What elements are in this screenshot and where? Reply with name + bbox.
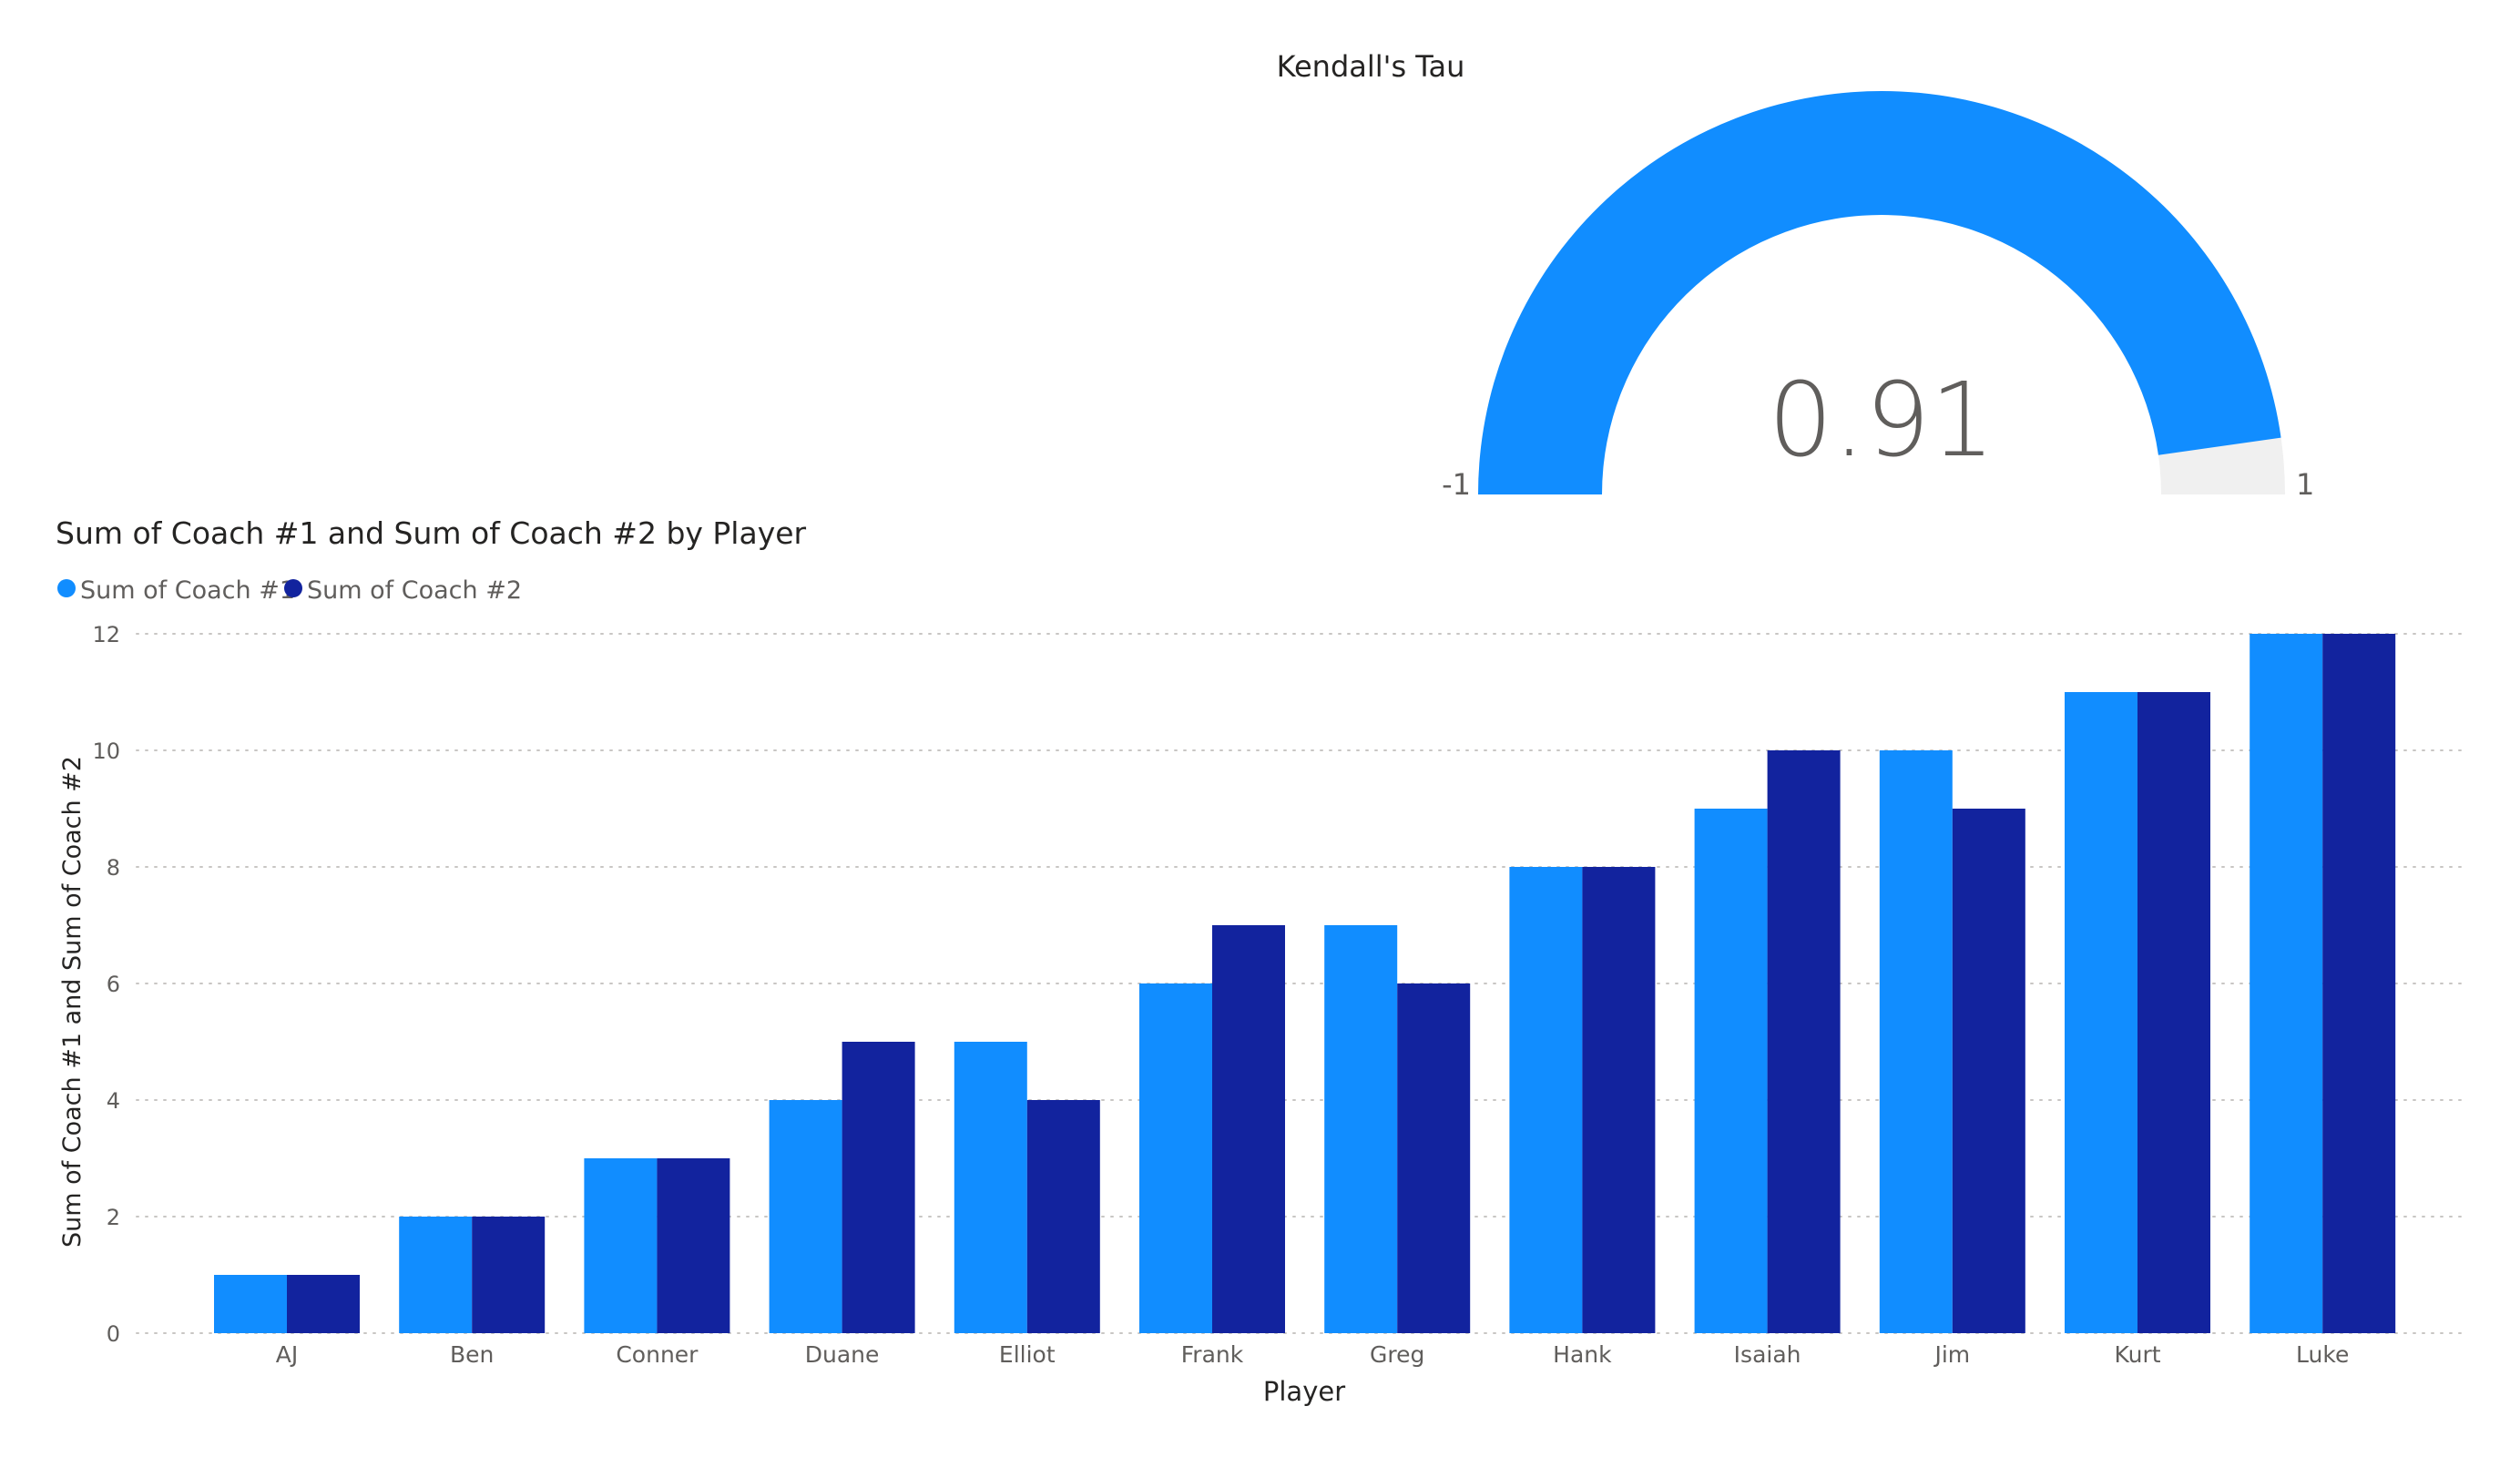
bar-coach-1[interactable] [584,1158,658,1333]
chart-legend[interactable]: Sum of Coach #1 Sum of Coach #2 [57,576,522,605]
bar-coach-2[interactable] [1952,809,2025,1333]
y-tick-label: 8 [107,855,120,881]
bar-coach-2[interactable] [1582,867,1656,1333]
bar-coach-1[interactable] [214,1275,287,1333]
gauge-visual[interactable]: Kendall's Tau 0.91 -1 1 [1277,49,2315,502]
x-axis: AJ Ben Conner Duane Elliot Frank Greg Hank Isaia… [276,1341,2350,1368]
x-tick-label: Luke [2296,1341,2349,1368]
bar-coach-1[interactable] [2065,692,2137,1333]
gauge-min-label: -1 [1442,467,1471,502]
bar-coach-2[interactable] [1026,1100,1100,1333]
y-tick-label: 0 [107,1321,120,1347]
bar-coach-2[interactable] [657,1158,730,1333]
x-tick-label: Frank [1181,1341,1244,1368]
chart-title: Sum of Coach #1 and Sum of Coach #2 by P… [56,515,807,551]
legend-label-coach-2: Sum of Coach #2 [307,576,522,605]
bar-coach-1[interactable] [954,1042,1027,1333]
bar-coach-1[interactable] [1694,809,1768,1333]
x-tick-label: Conner [616,1341,699,1368]
bar-coach-1[interactable] [1324,925,1398,1333]
gauge-value: 0.91 [1768,362,1995,480]
gauge-fill [1478,90,2281,494]
bar-coach-1[interactable] [1139,983,1212,1333]
y-tick-label: 12 [92,622,120,647]
bar-coach-2[interactable] [1397,983,1471,1333]
bar-coach-1[interactable] [1879,750,1953,1333]
bar-coach-2[interactable] [287,1275,360,1333]
bar-coach-2[interactable] [842,1042,915,1333]
x-tick-label: Duane [805,1341,880,1368]
bar-coach-1[interactable] [399,1217,473,1333]
x-tick-label: Greg [1370,1341,1424,1368]
bar-coach-2[interactable] [472,1217,546,1333]
legend-marker-coach-1 [57,579,76,597]
gauge-max-label: 1 [2296,467,2314,502]
y-axis: 0 2 4 6 8 10 12 [92,622,120,1347]
bars[interactable] [214,634,2396,1333]
y-tick-label: 2 [107,1205,120,1230]
bar-coach-2[interactable] [1212,925,1285,1333]
y-tick-label: 6 [107,972,120,997]
y-tick-label: 10 [92,739,120,764]
gridlines [136,633,2469,1334]
bar-coach-2[interactable] [2322,634,2396,1333]
legend-label-coach-1: Sum of Coach #1 [80,576,295,605]
x-tick-label: Elliot [999,1341,1056,1368]
x-axis-title: Player [1263,1376,1345,1407]
bar-coach-2[interactable] [2137,692,2210,1333]
x-tick-label: Hank [1553,1341,1612,1368]
gauge-title: Kendall's Tau [1277,49,1465,84]
bar-coach-2[interactable] [1767,750,1841,1333]
bar-coach-1[interactable] [769,1100,842,1333]
y-axis-title: Sum of Coach #1 and Sum of Coach #2 [58,756,87,1248]
x-tick-label: Isaiah [1734,1341,1801,1368]
bar-chart-visual[interactable]: Sum of Coach #1 and Sum of Coach #2 by P… [56,515,2469,1407]
x-tick-label: Ben [450,1341,494,1368]
y-tick-label: 4 [107,1088,120,1114]
x-tick-label: AJ [276,1341,298,1368]
bar-coach-1[interactable] [2250,634,2323,1333]
x-tick-label: Jim [1933,1341,1970,1368]
legend-marker-coach-2 [284,579,302,597]
bar-coach-1[interactable] [1509,867,1583,1333]
x-tick-label: Kurt [2114,1341,2160,1368]
